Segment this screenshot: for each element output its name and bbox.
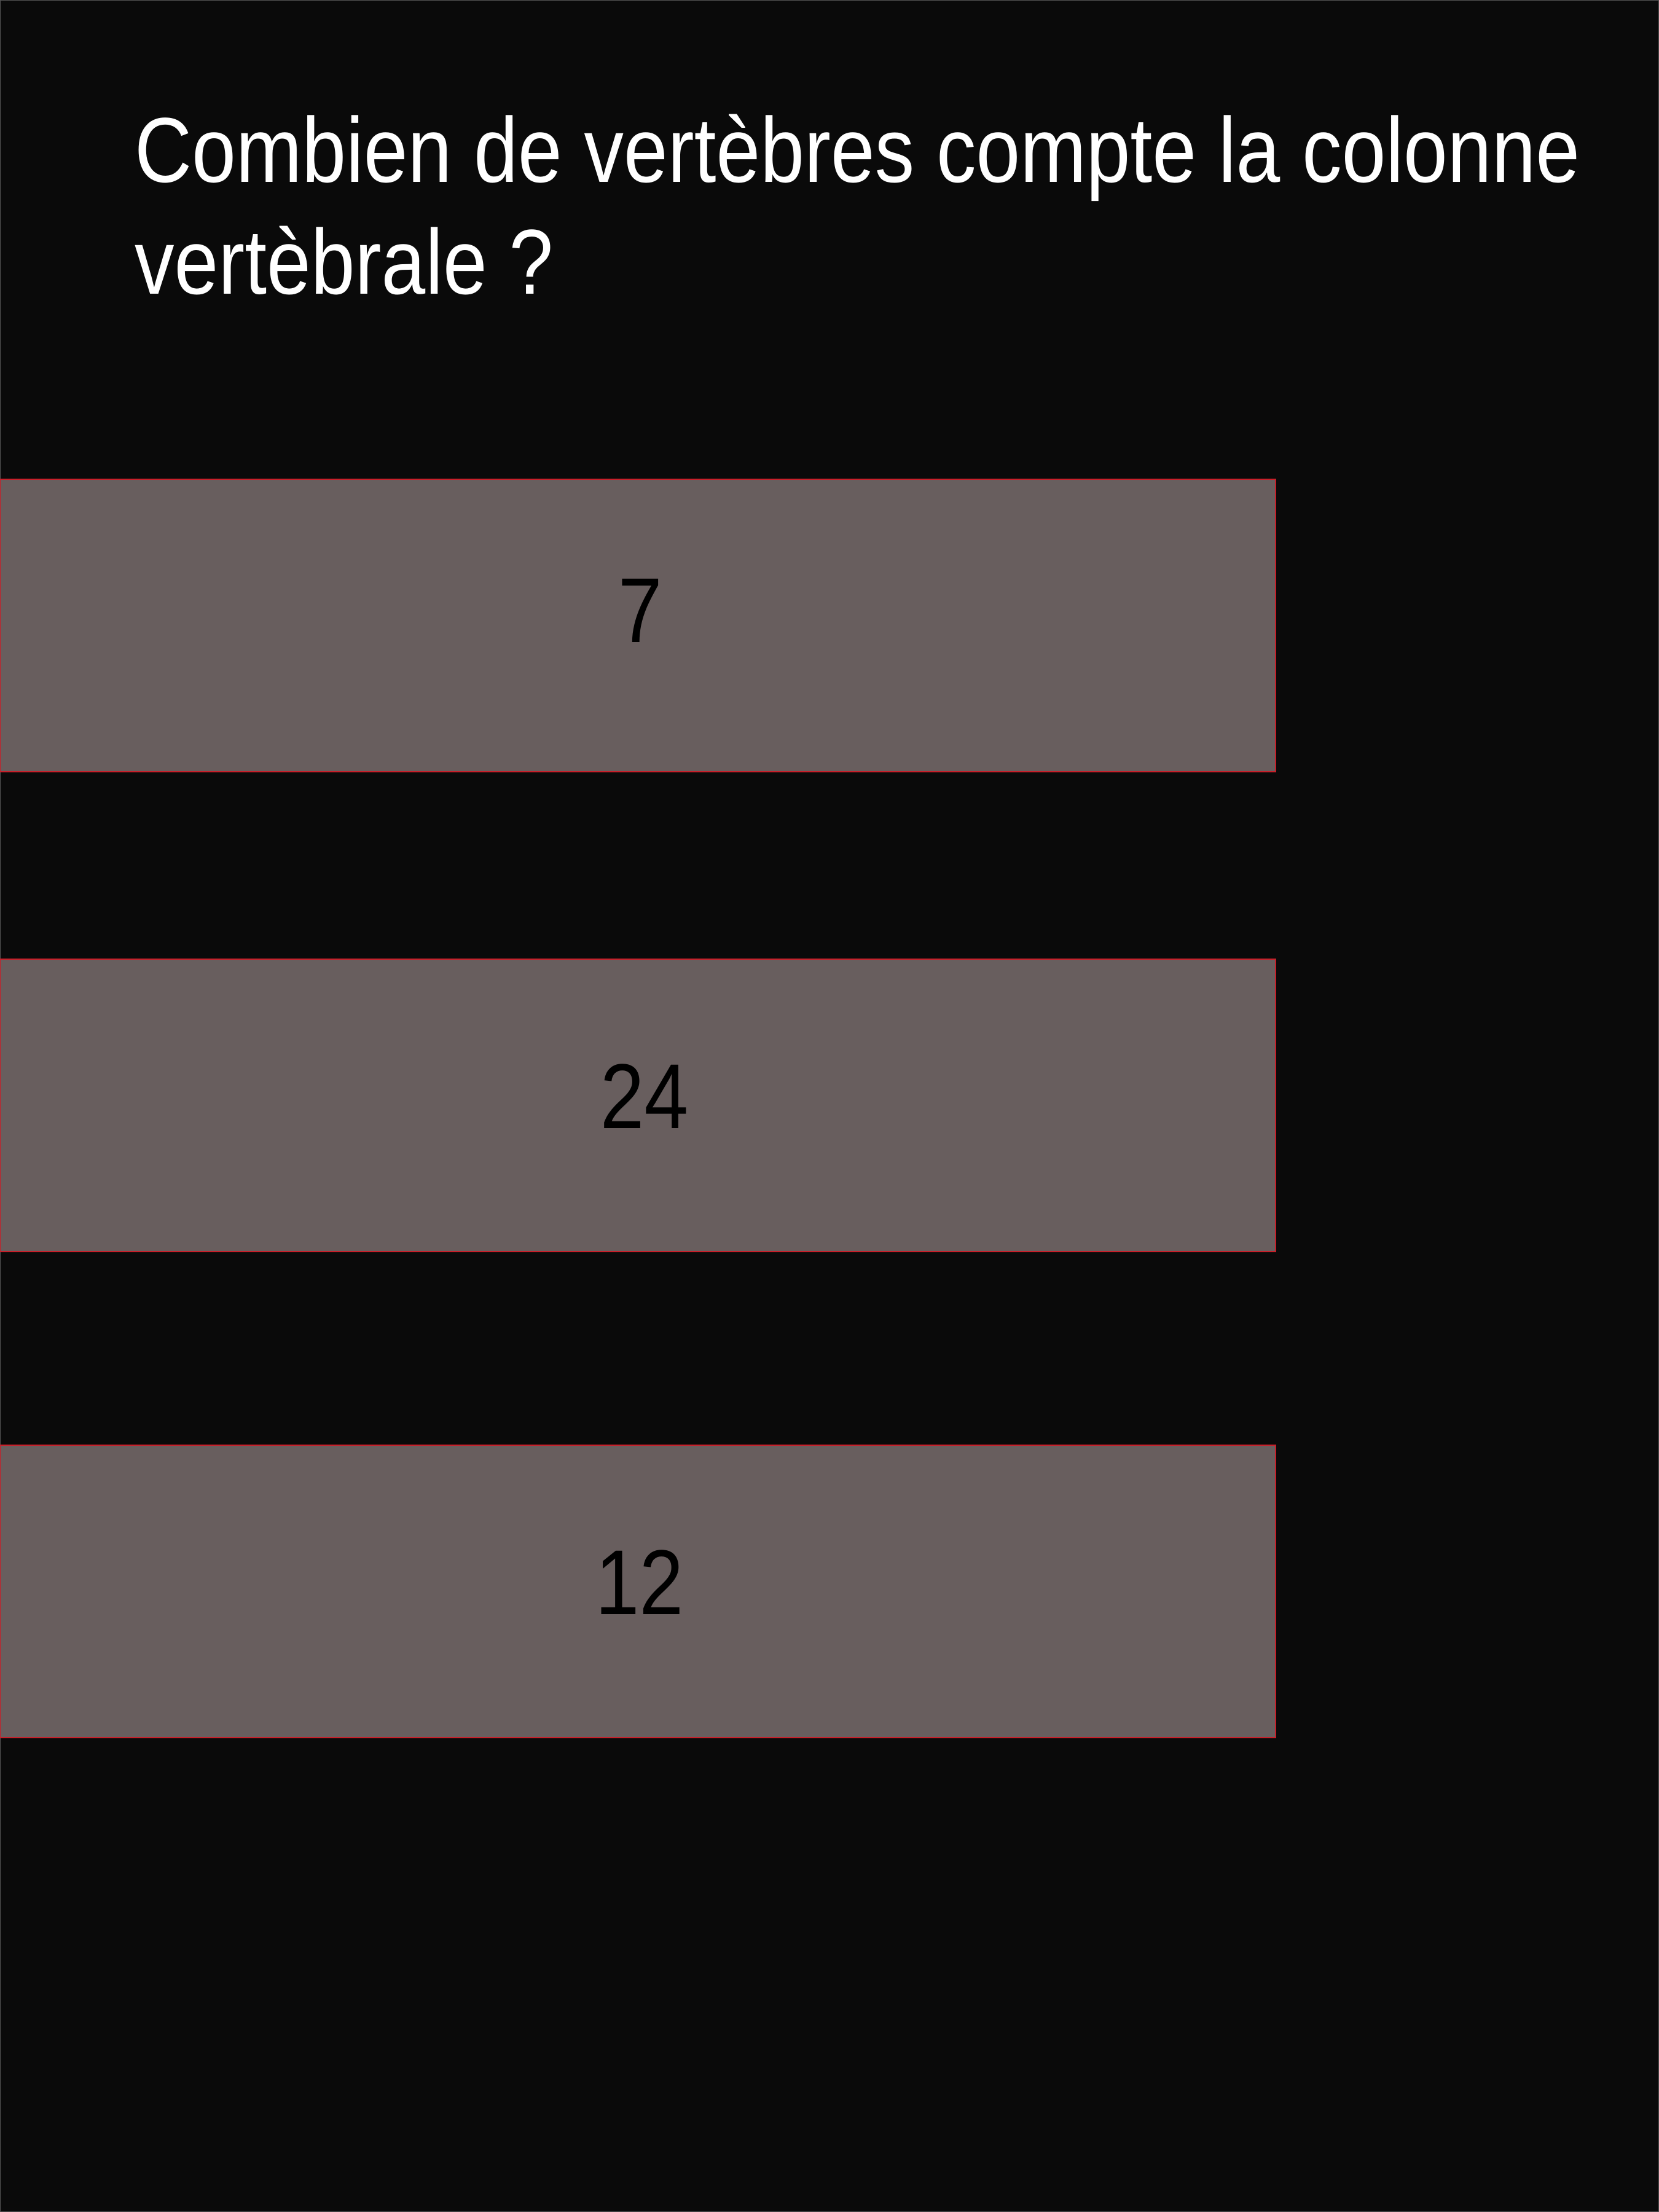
answer-option-12[interactable]: 12	[0, 1445, 1276, 1738]
answer-label: 12	[595, 1531, 683, 1634]
answer-option-7[interactable]: 7	[0, 479, 1276, 772]
answer-label: 7	[618, 559, 662, 662]
answer-option-24[interactable]: 24	[0, 959, 1276, 1252]
answer-label: 24	[600, 1045, 688, 1148]
question-text: Combien de vertèbres compte la colonne v…	[135, 98, 1580, 313]
